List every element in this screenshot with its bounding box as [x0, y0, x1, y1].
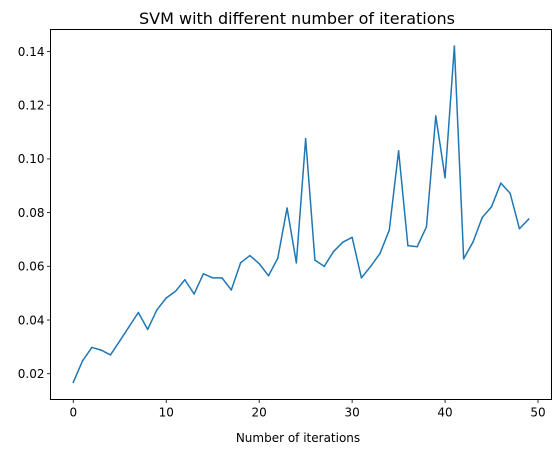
data-point: [490, 205, 493, 208]
data-point: [435, 115, 437, 117]
data-point: [509, 192, 511, 195]
y-tick-label: 0.02: [18, 367, 45, 381]
series-line: [72, 45, 530, 384]
data-point: [351, 236, 353, 239]
data-point: [472, 241, 474, 243]
chart-title: SVM with different number of iterations: [139, 9, 455, 28]
data-point: [500, 182, 502, 184]
data-point: [379, 252, 381, 255]
data-point: [267, 274, 270, 277]
data-point: [258, 262, 260, 265]
data-point: [72, 381, 75, 384]
data-point: [100, 349, 102, 351]
data-point: [416, 245, 418, 248]
data-point: [314, 259, 316, 261]
data-point: [444, 176, 446, 179]
y-tick-label: 0.10: [18, 152, 45, 166]
x-tick-label: 50: [530, 406, 545, 420]
data-point: [481, 216, 483, 219]
data-point: [249, 254, 251, 257]
y-tick-label: 0.14: [18, 45, 45, 59]
x-tick-label: 0: [69, 406, 77, 420]
data-point: [323, 265, 325, 268]
data-point: [137, 311, 140, 314]
plot-area: [72, 45, 530, 384]
data-point: [81, 360, 84, 362]
data-point: [211, 277, 214, 279]
data-point: [332, 250, 335, 253]
data-point: [202, 273, 205, 275]
data-point: [304, 138, 307, 140]
x-tick-label: 10: [159, 406, 174, 420]
data-point: [295, 262, 298, 264]
data-point: [184, 279, 186, 281]
data-point: [165, 297, 167, 299]
x-tick-label: 20: [252, 406, 267, 420]
data-point: [388, 229, 391, 231]
data-point: [109, 354, 112, 356]
y-axis-ticks: 0.02 0.04 0.06 0.08 0.10 0.12 0.14: [18, 45, 51, 381]
x-tick-label: 30: [344, 406, 359, 420]
data-point: [230, 289, 233, 291]
y-tick-label: 0.12: [18, 99, 45, 113]
data-point: [527, 218, 530, 220]
y-tick-label: 0.08: [18, 206, 45, 220]
data-point: [360, 277, 363, 279]
data-point: [119, 340, 121, 342]
data-point: [397, 150, 400, 152]
data-point: [407, 244, 409, 247]
axes-frame: [50, 29, 552, 400]
data-point: [128, 325, 130, 328]
data-point: [221, 277, 223, 279]
data-point: [277, 257, 279, 260]
x-axis-ticks: 0 10 20 30 40 50: [69, 399, 546, 420]
data-point: [193, 293, 195, 295]
y-tick-label: 0.04: [18, 313, 45, 327]
data-point: [425, 226, 428, 228]
data-point: [91, 346, 93, 349]
data-point: [453, 45, 456, 47]
data-point: [286, 207, 288, 209]
data-point: [174, 290, 177, 293]
x-tick-label: 40: [437, 406, 452, 420]
data-point: [156, 309, 158, 311]
data-point: [342, 241, 344, 243]
data-point: [146, 328, 149, 331]
data-point: [518, 227, 521, 230]
data-point: [462, 258, 465, 260]
data-point: [369, 265, 372, 268]
y-tick-label: 0.06: [18, 260, 45, 274]
data-point: [239, 262, 242, 264]
x-axis-label: Number of iterations: [236, 431, 360, 445]
